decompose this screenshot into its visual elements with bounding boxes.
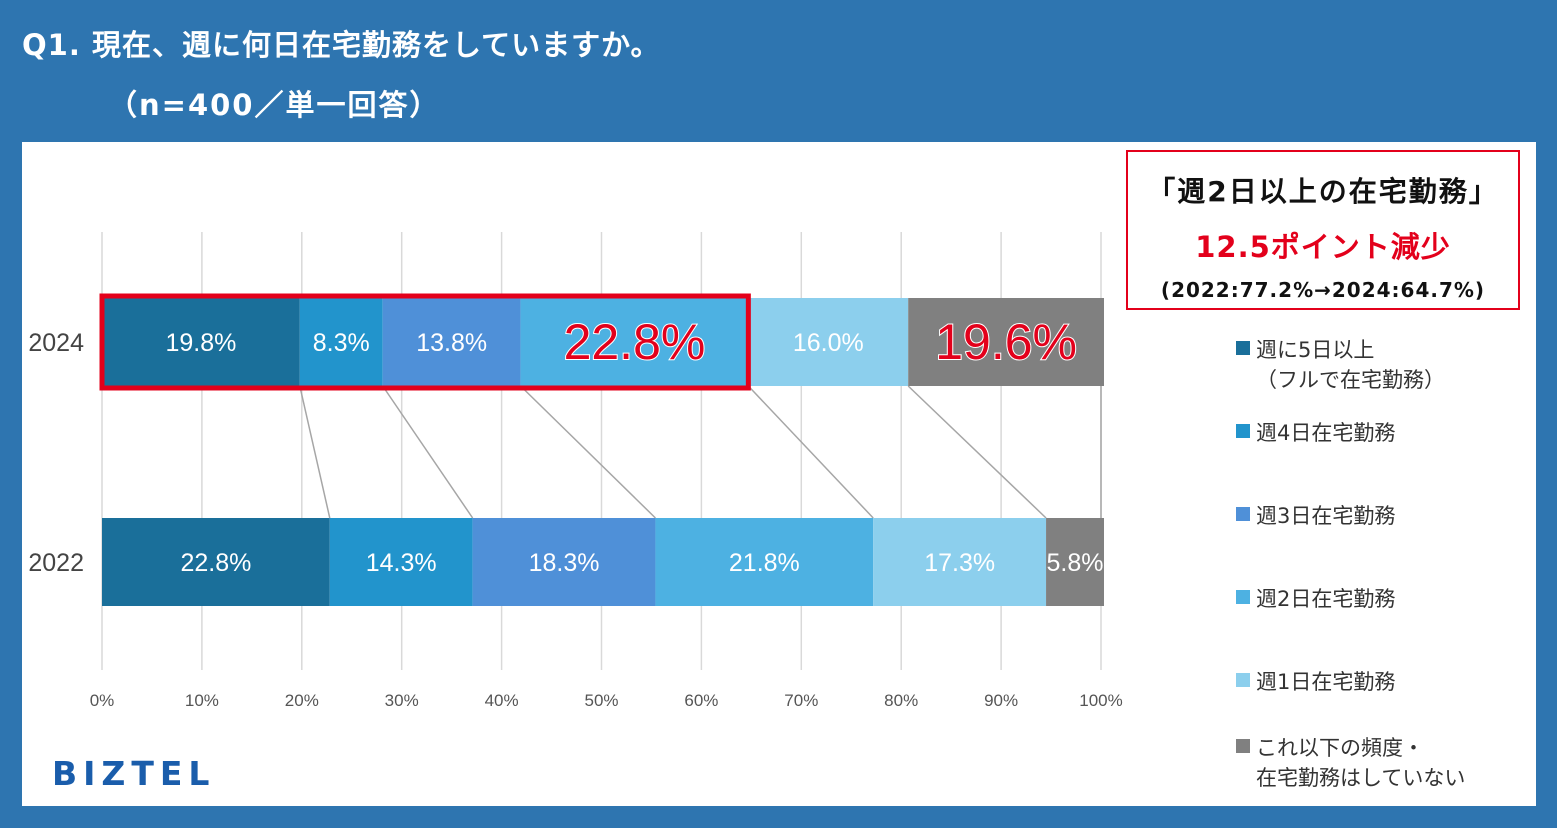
legend-swatch — [1236, 673, 1250, 687]
x-tick-label: 80% — [884, 691, 918, 710]
callout-box: 「週2日以上の在宅勤務」 12.5ポイント減少 (2022:77.2%→2024… — [1126, 150, 1520, 310]
question-title: Q1. 現在、週に何日在宅勤務をしていますか。 — [22, 28, 661, 62]
legend-swatch — [1236, 739, 1250, 753]
x-tick-label: 0% — [90, 691, 115, 710]
callout-decrease: 12.5ポイント減少 — [1195, 230, 1451, 264]
x-tick-label: 30% — [385, 691, 419, 710]
x-tick-label: 50% — [584, 691, 618, 710]
callout-detail: (2022:77.2%→2024:64.7%) — [1160, 278, 1486, 302]
legend-item-1day: 週1日在宅勤務 — [1236, 667, 1395, 697]
legend-swatch — [1236, 507, 1250, 521]
x-tick-label: 20% — [285, 691, 319, 710]
question-subtitle: （n=400／単一回答） — [108, 88, 441, 122]
series-connector-line — [382, 385, 474, 519]
legend-label: 週4日在宅勤務 — [1256, 421, 1396, 445]
legend-item-4days: 週4日在宅勤務 — [1236, 418, 1395, 448]
bar-segment — [299, 298, 383, 386]
bar-segment — [329, 518, 473, 606]
series-connector-line — [747, 385, 874, 519]
data-label: 19.8% — [165, 329, 236, 357]
biztel-logo: BIZTEL — [52, 754, 216, 793]
x-tick-label: 40% — [485, 691, 519, 710]
series-connector-line — [299, 385, 331, 519]
legend-item-none: これ以下の頻度・在宅勤務はしていない — [1236, 733, 1465, 793]
legend-label: 週2日在宅勤務 — [1256, 587, 1396, 611]
bar-segment — [520, 298, 749, 386]
data-label: 16.0% — [793, 329, 864, 357]
category-label: 2024 — [28, 329, 84, 357]
legend-label: これ以下の頻度・ — [1256, 736, 1424, 760]
bar-segment — [102, 518, 330, 606]
data-label: 14.3% — [366, 549, 437, 577]
legend-item-2days: 週2日在宅勤務 — [1236, 584, 1395, 614]
x-tick-label: 70% — [784, 691, 818, 710]
legend-item-5days: 週に5日以上 （フルで在宅勤務） — [1236, 335, 1445, 395]
x-tick-label: 60% — [684, 691, 718, 710]
data-label: 8.3% — [313, 329, 370, 357]
category-label: 2022 — [28, 549, 84, 577]
bar-segment — [748, 298, 909, 386]
data-label: 18.3% — [529, 549, 600, 577]
data-label: 13.8% — [416, 329, 487, 357]
legend-label: 週3日在宅勤務 — [1256, 504, 1396, 528]
legend-swatch — [1236, 590, 1250, 604]
legend-swatch — [1236, 424, 1250, 438]
data-label: 22.8% — [564, 314, 706, 370]
data-label: 21.8% — [729, 549, 800, 577]
data-label: 22.8% — [180, 549, 251, 577]
data-label: 17.3% — [924, 549, 995, 577]
series-connector-line — [520, 385, 656, 519]
legend-item-3days: 週3日在宅勤務 — [1236, 501, 1395, 531]
data-label: 5.8% — [1047, 549, 1104, 577]
legend-label: 週1日在宅勤務 — [1256, 670, 1396, 694]
bar-segment — [102, 298, 300, 386]
highlight-box — [99, 293, 751, 391]
bar-segment — [472, 518, 656, 606]
x-tick-label: 10% — [185, 691, 219, 710]
bar-segment — [382, 298, 521, 386]
x-tick-label: 100% — [1079, 691, 1122, 710]
callout-heading: 「週2日以上の在宅勤務」 — [1147, 175, 1499, 208]
x-tick-label: 90% — [984, 691, 1018, 710]
data-label: 19.6% — [935, 314, 1077, 370]
legend-label-sub: （フルで在宅勤務） — [1256, 368, 1445, 392]
bar-segment — [873, 518, 1047, 606]
stacked-bar-chart: 0% 10% 20% 30% 40% 50% 60% 70% 80% 90% 100% 2024 202… — [28, 232, 1123, 710]
series-connector-line — [907, 385, 1047, 519]
legend-label-sub: 在宅勤務はしていない — [1256, 766, 1466, 790]
bar-segment — [655, 518, 874, 606]
legend-swatch — [1236, 341, 1250, 355]
legend-label: 週に5日以上 — [1256, 338, 1375, 362]
bar-segment — [1046, 518, 1104, 606]
bar-segment — [908, 298, 1104, 386]
